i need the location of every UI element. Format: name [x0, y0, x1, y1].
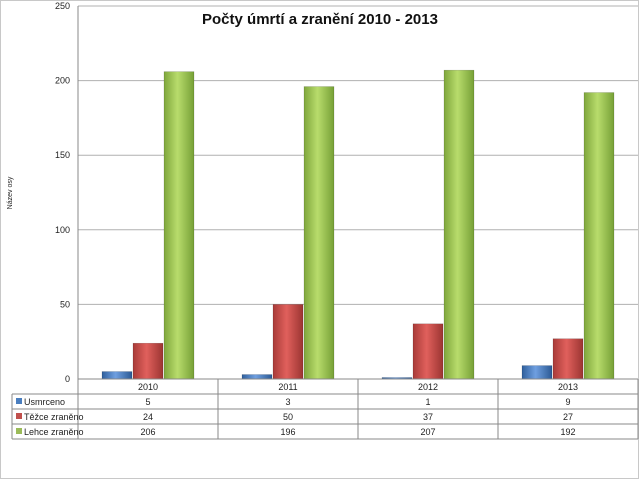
data-label: 37 [423, 412, 433, 422]
data-label: 27 [563, 412, 573, 422]
y-tick-label: 50 [60, 299, 70, 309]
data-label: 9 [565, 397, 570, 407]
data-label: 5 [145, 397, 150, 407]
y-axis-label: Název osy [7, 176, 14, 209]
legend-entry: Lehce zraněno [24, 427, 84, 437]
data-table: 2010 2011 2012 2013 Usmrceno 5 3 1 9 Těžce zraněn… [11, 378, 639, 440]
data-label: 206 [140, 427, 155, 437]
bar-lehce-zraněno-2010 [163, 71, 195, 380]
legend-swatch [16, 428, 22, 434]
legend-swatch [16, 413, 22, 419]
y-tick-label: 250 [55, 1, 70, 11]
x-tick-label: 2013 [558, 382, 578, 392]
data-label: 196 [280, 427, 295, 437]
bar-usmrceno-2013 [521, 365, 553, 380]
bar-lehce-zraněno-2012 [443, 69, 475, 380]
bar-lehce-zraněno-2011 [303, 86, 335, 380]
bar-těžce-zraněno-2013 [552, 338, 584, 380]
x-tick-label: 2012 [418, 382, 438, 392]
legend-swatch [16, 398, 22, 404]
data-label: 24 [143, 412, 153, 422]
bar-lehce-zraněno-2013 [583, 92, 615, 380]
y-axis-ticks: 0 50 100 150 200 250 [55, 1, 70, 384]
y-tick-label: 0 [65, 374, 70, 384]
bar-těžce-zraněno-2012 [412, 323, 444, 380]
data-label: 207 [420, 427, 435, 437]
data-label: 192 [560, 427, 575, 437]
bar-usmrceno-2011 [241, 374, 273, 380]
legend-entry: Těžce zraněno [24, 412, 84, 422]
y-tick-label: 150 [55, 150, 70, 160]
y-tick-label: 100 [55, 225, 70, 235]
y-tick-label: 200 [55, 76, 70, 86]
bar-těžce-zraněno-2011 [272, 304, 304, 380]
data-label: 50 [283, 412, 293, 422]
gridlines [77, 5, 638, 380]
data-label: 3 [285, 397, 290, 407]
bar-usmrceno-2010 [101, 371, 133, 380]
legend-entry: Usmrceno [24, 397, 65, 407]
chart-title: Počty úmrtí a zranění 2010 - 2013 [202, 11, 438, 28]
bars [101, 69, 615, 380]
x-tick-label: 2011 [278, 382, 297, 392]
x-tick-label: 2010 [138, 382, 158, 392]
bar-těžce-zraněno-2010 [132, 342, 164, 380]
data-label: 1 [425, 397, 430, 407]
